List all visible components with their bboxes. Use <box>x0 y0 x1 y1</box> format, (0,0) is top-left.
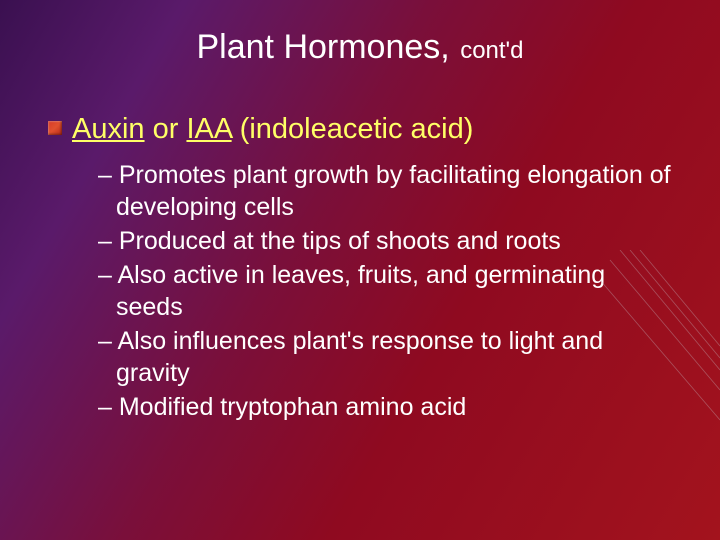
level2-item: – Also influences plant's response to li… <box>98 325 678 389</box>
level1-plain-1: or <box>145 113 187 145</box>
bullet-square-icon <box>48 121 62 135</box>
slide-title: Plant Hormones, cont'd <box>42 28 678 67</box>
level1-text: Auxin or IAA (indoleacetic acid) <box>72 111 473 147</box>
level1-underline-1: Auxin <box>72 113 145 145</box>
level2-item: – Promotes plant growth by facilitating … <box>98 159 678 223</box>
level1-item: Auxin or IAA (indoleacetic acid) <box>48 111 678 147</box>
level1-plain-2: (indoleacetic acid) <box>232 113 474 145</box>
slide: Plant Hormones, cont'd Auxin or IAA (ind… <box>0 0 720 540</box>
level2-item: – Modified tryptophan amino acid <box>98 391 678 423</box>
level2-list: – Promotes plant growth by facilitating … <box>98 159 678 423</box>
title-main: Plant Hormones, <box>197 28 450 66</box>
level2-item: – Produced at the tips of shoots and roo… <box>98 225 678 257</box>
level1-underline-2: IAA <box>186 113 231 145</box>
title-sub: cont'd <box>460 37 523 64</box>
level2-item: – Also active in leaves, fruits, and ger… <box>98 259 678 323</box>
